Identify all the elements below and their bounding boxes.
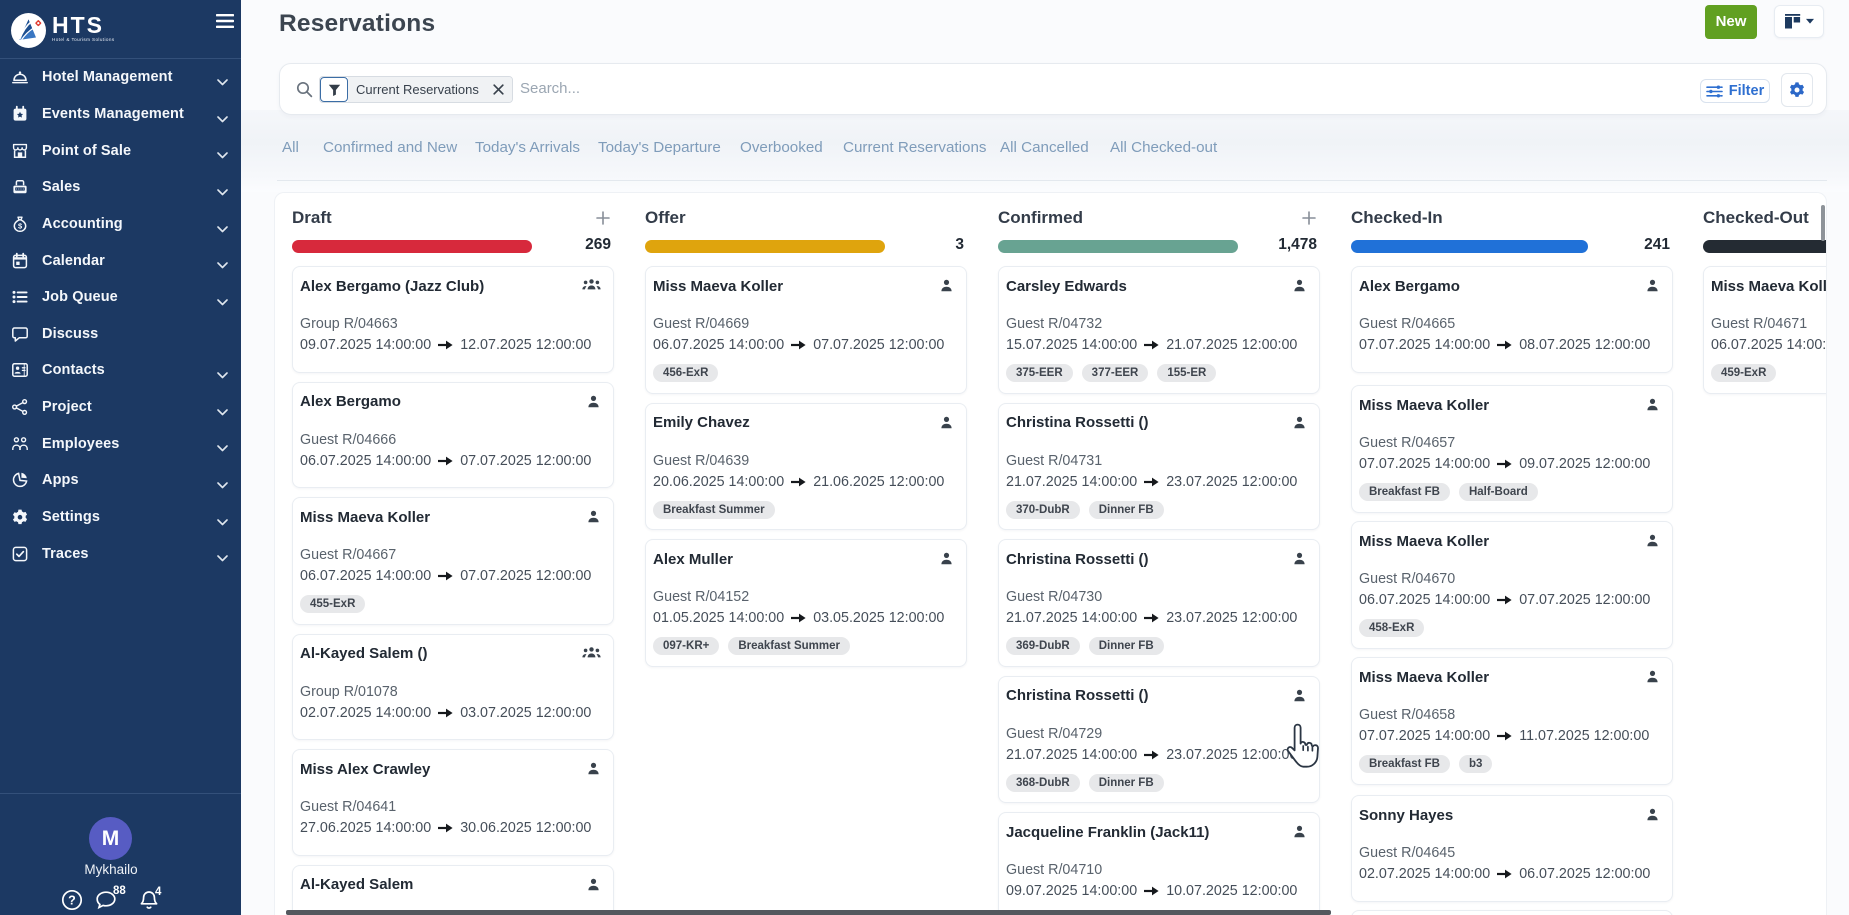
svg-text:$: $ xyxy=(18,221,23,230)
svg-text:?: ? xyxy=(68,894,76,908)
